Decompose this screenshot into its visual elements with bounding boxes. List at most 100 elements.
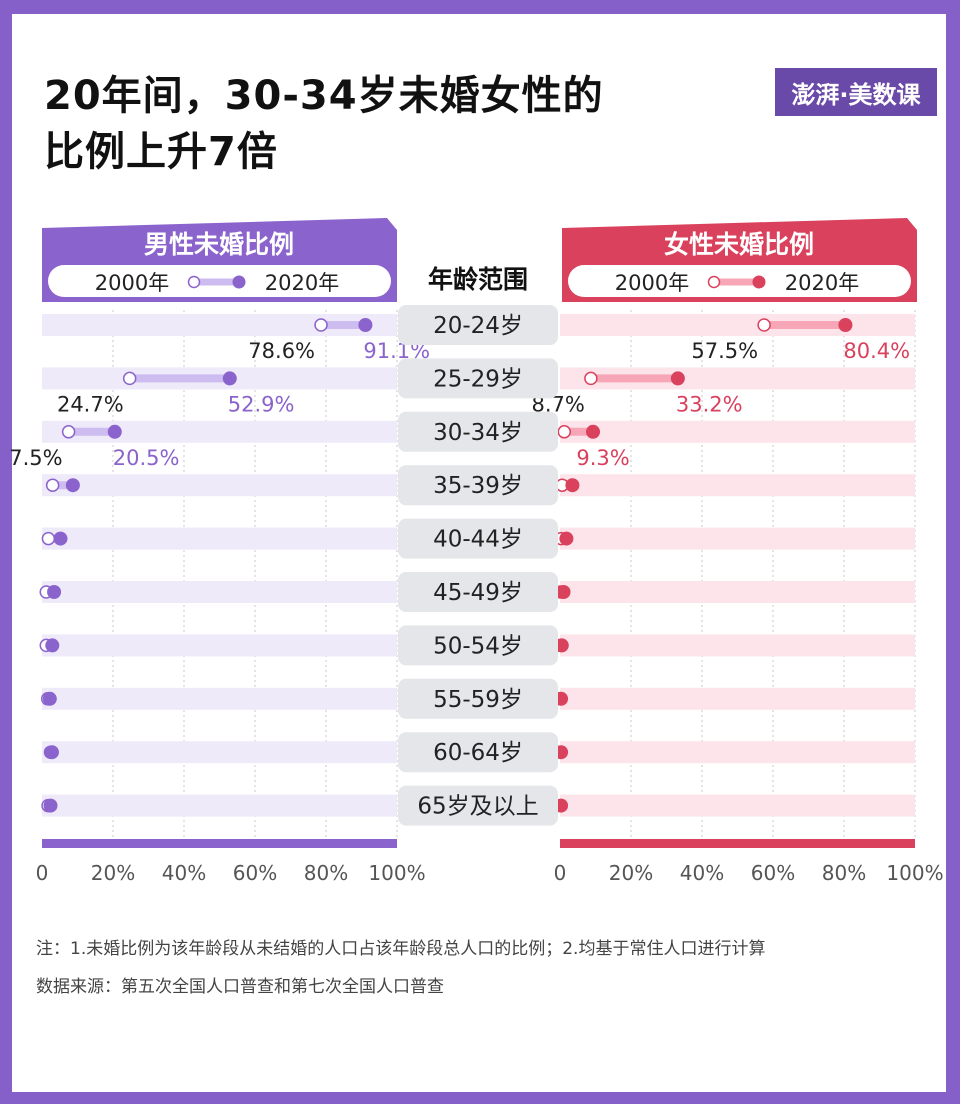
male-label-2000: 24.7% [57,392,124,416]
male-point-2020 [43,798,58,813]
female-point-2020 [670,371,685,386]
male-point-2020 [47,585,62,599]
female-row-band [560,474,915,497]
age-range-label: 55-59岁 [433,687,523,713]
title-line-2: 比例上升7倍 [44,129,278,175]
male-tick-label: 100% [368,861,425,885]
female-tick-label: 60% [751,861,795,885]
female-label-2020: 80.4% [843,339,910,363]
female-point-2020 [565,478,580,493]
female-point-2000 [584,371,598,386]
age-range-pill [398,518,558,559]
age-range-pill [398,572,558,612]
female-row-band [560,420,915,443]
male-row-band [42,794,397,817]
male-legend-2000: 2000年 [95,271,169,295]
female-row-band [560,527,915,550]
age-range-pill [398,732,558,773]
female-label-2020: 33.2% [676,392,743,416]
female-point-2000 [557,425,572,439]
male-row-band [42,687,397,710]
female-point-2020 [586,424,601,439]
age-range-pill [398,465,558,506]
female-tick-label: 0 [554,861,567,885]
female-legend-2020: 2020年 [785,271,859,295]
male-point-2020 [45,638,60,653]
age-range-pill [398,625,558,666]
age-range-label: 30-34岁 [433,420,523,446]
female-label-2000: 57.5% [691,339,758,363]
page-title: 20年间，30-34岁未婚女性的 比例上升7倍 [44,68,604,180]
male-tick-label: 40% [162,861,206,885]
female-point-2020 [838,318,853,332]
age-range-label: 40-44岁 [433,527,523,553]
age-range-label: 50-54岁 [433,633,523,659]
male-point-2020 [222,371,237,386]
age-range-label: 35-39岁 [433,473,523,499]
female-row-band [560,634,915,657]
male-tick-label: 80% [304,861,348,885]
male-label-2020: 20.5% [113,446,180,470]
male-label-2000: 78.6% [248,339,315,363]
male-legend-dot-2020 [232,275,246,289]
logo-text: 澎湃·美数课 [791,80,921,109]
male-row-band [42,420,397,443]
age-range-label: 65岁及以上 [417,794,538,820]
female-point-2020 [559,531,574,546]
male-legend-dot-2000 [187,275,201,289]
male-axis-bar [42,839,397,848]
male-point-2000 [122,371,137,386]
male-point-2020 [107,424,122,439]
female-tick-label: 100% [886,861,943,885]
female-row-band [560,367,915,390]
female-axis-bar [560,839,915,848]
title-line-1: 20年间，30-34岁未婚女性的 [44,73,604,119]
female-row-band [560,741,915,764]
age-range-pill [398,785,558,826]
male-tick-label: 0 [36,861,49,885]
male-point-2020 [65,478,80,493]
male-point-2000 [45,478,60,492]
female-tick-label: 40% [680,861,724,885]
male-row-band [42,741,397,764]
male-point-2020 [53,531,68,546]
female-row-band [560,687,915,710]
age-range-label: 20-24岁 [433,313,523,339]
male-row-band [42,527,397,550]
male-row-band [42,474,397,497]
female-row-band [560,794,915,817]
female-row-band [560,581,915,603]
male-tick-label: 60% [233,861,277,885]
male-point-2000 [41,531,56,546]
female-tick-label: 80% [822,861,866,885]
male-point-2020 [44,745,59,760]
female-point-2000 [757,318,771,332]
age-range-label: 45-49岁 [433,580,523,606]
female-point-2020 [554,638,569,653]
male-row-band [42,581,397,603]
male-tick-label: 20% [91,861,135,885]
female-tick-label: 20% [609,861,653,885]
male-panel-title: 男性未婚比例 [144,230,294,259]
age-range-pill [398,305,558,345]
female-legend-dot-2000 [707,275,721,289]
source-text: 数据来源：第五次全国人口普查和第七次全国人口普查 [36,977,444,997]
male-row-band [42,634,397,657]
male-point-2020 [358,318,373,332]
female-label-2020: 9.3% [576,446,629,470]
age-range-pill [398,411,558,452]
male-point-2000 [61,425,76,439]
brand-logo: 澎湃·美数课 [775,68,937,116]
female-legend-2000: 2000年 [615,271,689,295]
male-label-2020: 52.9% [228,392,295,416]
center-header: 年龄范围 [428,265,528,294]
female-panel-title: 女性未婚比例 [664,230,814,259]
age-range-pill [398,678,558,719]
age-range-label: 25-29岁 [433,366,523,392]
male-label-2000: 7.5% [9,446,62,470]
age-range-pill [398,358,558,399]
female-legend-dot-2020 [752,275,766,289]
male-point-2000 [314,318,328,332]
footnotes: 注：1.未婚比例为该年龄段从未结婚的人口占该年龄段总人口的比例；2.均基于常住人… [36,934,796,1010]
